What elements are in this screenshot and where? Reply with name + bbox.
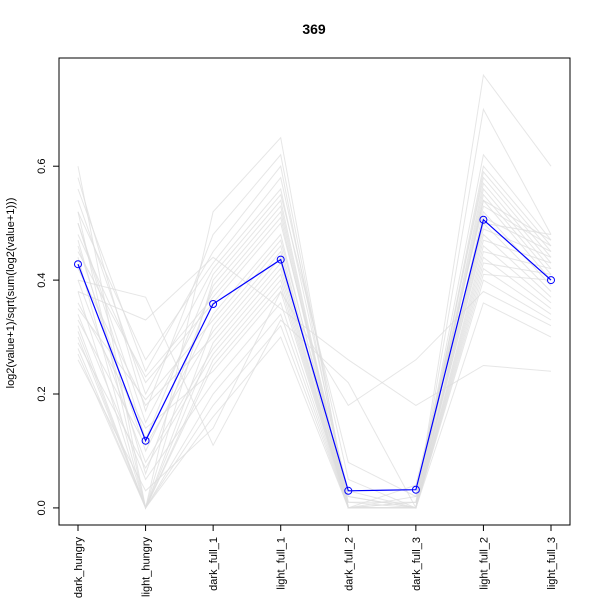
- highlighted-point-dark_full_3: [411, 485, 420, 494]
- background-series-line-16: [77, 267, 552, 509]
- background-series-line-27: [77, 250, 552, 510]
- x-tick-label: light_hungry: [141, 537, 153, 597]
- background-series-line-4: [77, 165, 552, 509]
- highlighted-point-dark_full_2: [344, 486, 353, 495]
- x-tick-label: dark_full_2: [343, 537, 355, 591]
- highlighted-point-light_hungry: [141, 436, 150, 445]
- background-series-line-17: [77, 279, 552, 509]
- background-series-line-25: [77, 228, 552, 509]
- background-series-line-8: [77, 187, 552, 509]
- y-axis: 0.0 0.2 0.4 0.6: [36, 159, 60, 516]
- x-tick-label: dark_hungry: [73, 537, 85, 599]
- y-tick-label: 0.6: [36, 159, 48, 174]
- x-tick-label: light_full_3: [546, 537, 558, 590]
- background-series-line-19: [77, 279, 552, 510]
- background-series-line-15: [77, 256, 552, 510]
- x-tick-label: dark_full_1: [208, 537, 220, 591]
- highlighted-point-light_full_1: [276, 255, 285, 264]
- x-tick-label: light_full_1: [276, 537, 288, 590]
- highlighted-series-line: [77, 218, 552, 492]
- background-series-line-22: [77, 193, 552, 498]
- background-series-line-29: [77, 273, 552, 510]
- background-series-line-5: [77, 170, 552, 510]
- background-series-group: [77, 73, 552, 510]
- background-series-line-28: [77, 262, 552, 509]
- background-series-line-20: [77, 256, 552, 406]
- background-series-line-6: [77, 176, 552, 509]
- x-axis: dark_hungry light_hungry dark_full_1 light_…: [73, 524, 558, 599]
- highlighted-series-group: [74, 215, 555, 495]
- background-series-line-1: [77, 73, 552, 509]
- background-series-line-26: [77, 239, 552, 509]
- highlighted-point-dark_hungry: [74, 260, 82, 269]
- background-series-line-23: [77, 205, 552, 509]
- highlighted-point-light_full_3: [547, 276, 555, 285]
- x-tick-label: dark_full_3: [411, 537, 423, 591]
- background-series-line-2: [77, 107, 552, 509]
- y-tick-label: 0.0: [36, 500, 48, 515]
- background-series-line-14: [77, 245, 552, 509]
- y-tick-label: 0.4: [36, 272, 48, 287]
- highlighted-point-dark_full_1: [209, 300, 218, 308]
- chart-title: 369: [302, 21, 326, 37]
- background-series-line-3: [77, 153, 552, 509]
- x-tick-label: light_full_2: [478, 537, 490, 590]
- highlighted-point-light_full_2: [479, 215, 488, 224]
- y-tick-label: 0.2: [36, 386, 48, 401]
- y-axis-label: log2(value+1)/sqrt(sum(log2(value+1))): [5, 198, 17, 389]
